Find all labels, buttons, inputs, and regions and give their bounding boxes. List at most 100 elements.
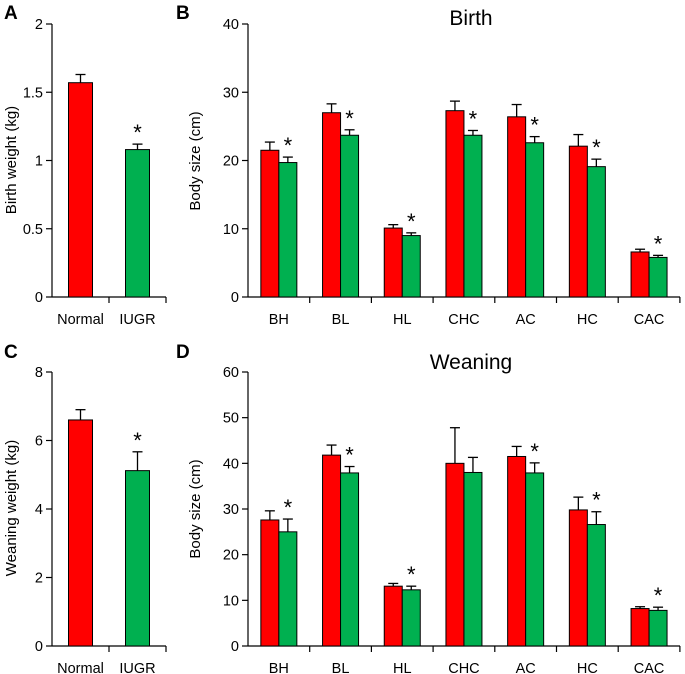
panel-b-iugr-significance-marker: * xyxy=(654,231,663,256)
panel-letter-b: B xyxy=(176,3,190,24)
panel-d-normal-bar xyxy=(383,585,403,647)
panel-b-ylabel: Body size (cm) xyxy=(187,111,204,210)
panel-d-iugr-significance-marker: * xyxy=(654,583,663,608)
panel-d-plot: 0 10 20 30 40 50 60 BH BL HL CHC AC HC CAC * * * * * * xyxy=(223,365,681,674)
panel-d-iugr-significance-marker: * xyxy=(530,439,539,464)
panel-b-iugr-bar xyxy=(278,162,298,298)
panel-b-iugr-significance-marker: * xyxy=(469,106,478,131)
panel-b-normal-bar xyxy=(445,110,465,298)
panel-c-normal-bar xyxy=(68,419,93,647)
panel-b-ytick-label: 0 xyxy=(231,290,239,306)
panel-b-normal-bar xyxy=(322,112,342,298)
panel-letter-c: C xyxy=(4,342,18,363)
panel-a-iugr-significance-marker: * xyxy=(133,120,142,145)
panel-b-ytick-label: 40 xyxy=(223,17,239,33)
panel-b-iugr-significance-marker: * xyxy=(530,113,539,138)
panel-d-ytick-label: 60 xyxy=(223,365,239,381)
panel-a-ylabel: Birth weight (kg) xyxy=(3,106,20,214)
panel-c-ytick-label: 8 xyxy=(35,365,43,381)
panel-b-iugr-bar xyxy=(401,235,421,298)
panel-a-plot: 0 0.5 1 1.5 2 Normal IUGR * xyxy=(23,17,167,328)
panel-d-xtick-label: HC xyxy=(577,661,598,674)
panel-d-normal-bar xyxy=(630,608,650,647)
panel-a-xtick-label: Normal xyxy=(57,312,104,328)
panel-b-iugr-significance-marker: * xyxy=(592,135,601,160)
panel-b-ytick-label: 10 xyxy=(223,222,239,238)
panel-a-xtick-label: IUGR xyxy=(119,312,155,328)
panel-c-iugr-significance-marker: * xyxy=(133,428,142,453)
panel-b-iugr-significance-marker: * xyxy=(284,133,293,158)
panel-c-plot: 0 2 4 6 8 Normal IUGR * xyxy=(35,365,167,674)
panel-d-iugr-significance-marker: * xyxy=(284,495,293,520)
panel-d-xtick-label: AC xyxy=(516,661,536,674)
panel-b-xtick-label: CHC xyxy=(448,312,479,328)
panel-d-iugr-bar xyxy=(278,531,298,647)
panel-b-xtick-label: BL xyxy=(332,312,350,328)
panel-b-normal-bar xyxy=(383,227,403,298)
panel-d-xtick-label: HL xyxy=(393,661,412,674)
panel-letter-d: D xyxy=(176,342,190,363)
panel-d-iugr-bar xyxy=(340,472,360,647)
panel-c-xtick-label: IUGR xyxy=(119,661,155,674)
panel-b-xtick-label: AC xyxy=(516,312,536,328)
panel-b-normal-bar xyxy=(630,251,650,298)
panel-b-plot: 0 10 20 30 40 BH BL HL CHC AC HC CAC * * * * * * * xyxy=(223,17,681,328)
panel-d-xtick-label: BL xyxy=(332,661,350,674)
panel-a-ytick-label: 1.5 xyxy=(23,85,43,101)
panel-d-normal-bar xyxy=(445,462,465,647)
panel-d-xtick-label: BH xyxy=(269,661,289,674)
panel-d-ytick-label: 40 xyxy=(223,456,239,472)
panel-b-ytick-label: 30 xyxy=(223,85,239,101)
panel-a-ytick-label: 0 xyxy=(35,290,43,306)
panel-d-ytick-label: 30 xyxy=(223,502,239,518)
panel-d-iugr-bar xyxy=(648,609,668,647)
panel-a-iugr-bar xyxy=(125,149,150,298)
panel-d-ytick-label: 0 xyxy=(231,639,239,655)
panel-b-iugr-bar xyxy=(340,134,360,298)
panel-d-iugr-significance-marker: * xyxy=(407,562,416,587)
panel-b-ytick-label: 20 xyxy=(223,154,239,170)
panel-a-ytick-label: 2 xyxy=(35,17,43,33)
panel-d-iugr-bar xyxy=(463,471,483,647)
panel-b-iugr-bar xyxy=(463,134,483,298)
panel-b-iugr-bar xyxy=(586,166,606,298)
panel-c-iugr-bar xyxy=(125,470,150,647)
panel-b-iugr-significance-marker: * xyxy=(345,106,354,131)
panel-c-ytick-label: 4 xyxy=(35,502,43,518)
panel-d-title: Weaning xyxy=(430,351,513,374)
panel-b-xtick-label: CAC xyxy=(634,312,665,328)
panel-b-normal-bar xyxy=(507,116,527,298)
panel-b-xtick-label: BH xyxy=(269,312,289,328)
panel-c-ylabel: Weaning weight (kg) xyxy=(3,440,20,576)
panel-d-iugr-bar xyxy=(525,472,545,647)
panel-a-ytick-label: 1 xyxy=(35,154,43,170)
panel-letter-a: A xyxy=(4,3,18,24)
panel-d-iugr-significance-marker: * xyxy=(345,443,354,468)
panel-b-title: Birth xyxy=(449,7,492,30)
panel-d-xtick-label: CAC xyxy=(634,661,665,674)
panel-b-normal-bar xyxy=(260,149,280,298)
panel-c-xtick-label: Normal xyxy=(57,661,104,674)
panel-d-normal-bar xyxy=(322,454,342,647)
panel-d-normal-bar xyxy=(568,509,588,647)
panel-a-normal-bar xyxy=(68,82,93,298)
panel-d-ytick-label: 10 xyxy=(223,593,239,609)
panel-a-ytick-label: 0.5 xyxy=(23,222,43,238)
panel-d-normal-bar xyxy=(507,455,527,647)
panel-b-iugr-bar xyxy=(525,142,545,298)
panel-b-iugr-bar xyxy=(648,256,668,298)
panel-b-xtick-label: HC xyxy=(577,312,598,328)
panel-d-ytick-label: 50 xyxy=(223,411,239,427)
panel-d-ytick-label: 20 xyxy=(223,548,239,564)
panel-d-iugr-bar xyxy=(586,524,606,647)
panel-b-iugr-significance-marker: * xyxy=(407,209,416,234)
panel-d-ylabel: Body size (cm) xyxy=(187,459,204,558)
panel-c-ytick-label: 6 xyxy=(35,434,43,450)
panel-b-normal-bar xyxy=(568,145,588,298)
panel-d-iugr-significance-marker: * xyxy=(592,488,601,513)
panel-c-ytick-label: 0 xyxy=(35,639,43,655)
panel-b-xtick-label: HL xyxy=(393,312,412,328)
panel-d-iugr-bar xyxy=(401,589,421,647)
panel-d-xtick-label: CHC xyxy=(448,661,479,674)
